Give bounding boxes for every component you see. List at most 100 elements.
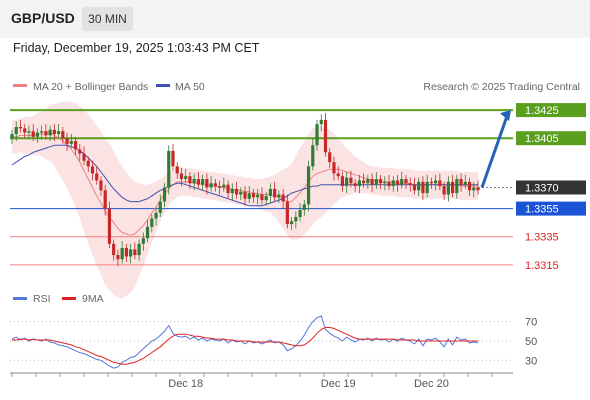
bb-legend-label: MA 20 + Bollinger Bands	[33, 81, 148, 93]
candle-body	[171, 150, 175, 167]
candle-body	[40, 131, 44, 133]
candle-body	[18, 126, 23, 129]
candle-body	[332, 162, 336, 174]
rsi-line	[11, 315, 479, 369]
candle-body	[167, 150, 171, 188]
candle-body	[188, 176, 192, 184]
candle-body	[150, 218, 154, 227]
candle-body	[281, 194, 285, 202]
candle-body	[387, 181, 391, 187]
candle-body	[44, 131, 48, 136]
candle-body	[133, 249, 137, 256]
candle-body	[476, 187, 480, 191]
candle-body	[73, 141, 78, 150]
candle-body	[370, 179, 374, 185]
candle-body	[412, 184, 417, 191]
candle-body	[99, 180, 103, 191]
rsi-legend-swatch	[13, 297, 27, 300]
credit-label: Research © 2025 Trading Central	[423, 81, 580, 93]
level-tag-1.3355	[516, 201, 586, 216]
candle-body	[179, 173, 184, 180]
candle-body	[14, 126, 18, 134]
candle-body	[302, 204, 306, 210]
candle-body	[374, 179, 378, 185]
ma50-legend-swatch	[156, 84, 170, 87]
candle-body	[27, 131, 31, 133]
candle-body	[141, 238, 145, 244]
candle-body	[425, 181, 429, 194]
x-axis-label: Dec 19	[321, 378, 356, 390]
candle-body	[86, 160, 90, 167]
candle-body	[472, 187, 476, 191]
candle-body	[467, 181, 472, 191]
candle-body	[340, 176, 345, 187]
level-tag-1.3405	[516, 131, 586, 146]
candle-body	[10, 134, 14, 139]
candle-body	[69, 141, 73, 144]
level-tag-1.3370	[516, 180, 586, 195]
candle-body	[222, 184, 226, 188]
candle-body	[116, 255, 120, 260]
candle-body	[201, 179, 205, 185]
candle-body	[349, 177, 353, 184]
candle-body	[226, 184, 230, 194]
candle-body	[336, 173, 340, 177]
candle-body	[256, 194, 260, 198]
candle-body	[391, 180, 395, 187]
candle-body	[417, 181, 421, 191]
candle-body	[285, 201, 289, 225]
candle-body	[137, 243, 141, 256]
candle-body	[243, 191, 247, 199]
candle-body	[95, 173, 99, 181]
candle-body	[378, 179, 383, 184]
candle-body	[345, 177, 349, 187]
candle-body	[319, 119, 323, 125]
x-axis-label: Dec 18	[168, 378, 203, 390]
candle-body	[357, 180, 361, 187]
pair-title: GBP/USD	[11, 10, 75, 26]
candle-body	[129, 249, 133, 257]
candle-body	[446, 181, 450, 195]
candle-body	[438, 180, 442, 187]
candle-body	[23, 128, 27, 133]
candle-body	[57, 131, 61, 134]
candle-body	[247, 193, 251, 199]
candle-body	[404, 179, 408, 184]
rsi-tick-label: 30	[525, 355, 537, 367]
level-label-1.3335: 1.3335	[525, 232, 559, 244]
forecast-arrow	[480, 115, 509, 188]
timeframe-button[interactable]: 30 MIN	[82, 7, 133, 31]
datetime-label: Friday, December 19, 2025 1:03:43 PM CET	[13, 41, 260, 55]
candle-body	[145, 226, 150, 239]
candle-body	[421, 181, 425, 194]
candle-body	[205, 179, 209, 188]
candle-body	[429, 181, 433, 184]
candle-body	[298, 210, 302, 218]
candle-body	[120, 248, 124, 260]
candle-body	[400, 179, 404, 185]
level-label-1.3315: 1.3315	[525, 260, 559, 272]
candle-body	[217, 186, 222, 188]
forecast-arrowhead	[500, 110, 511, 122]
candle-body	[353, 183, 357, 187]
candle-body	[315, 124, 319, 146]
candle-body	[277, 194, 281, 198]
candle-body	[442, 186, 446, 195]
candle-body	[162, 187, 167, 202]
candle-body	[395, 180, 400, 185]
rsi-legend-label: RSI	[33, 293, 51, 305]
candle-body	[234, 188, 239, 195]
candle-body	[306, 166, 311, 205]
candle-body	[383, 181, 387, 184]
candle-body	[213, 183, 217, 187]
candle-body	[273, 188, 277, 198]
candle-body	[184, 176, 188, 180]
candle-body	[82, 153, 86, 161]
candle-body	[90, 166, 95, 174]
x-axis-label: Dec 20	[414, 378, 449, 390]
level-label-1.3370: 1.3370	[525, 182, 559, 194]
candle-body	[31, 131, 35, 137]
ma50-legend-label: MA 50	[175, 81, 205, 93]
candle-body	[78, 149, 82, 154]
candle-body	[264, 195, 268, 201]
